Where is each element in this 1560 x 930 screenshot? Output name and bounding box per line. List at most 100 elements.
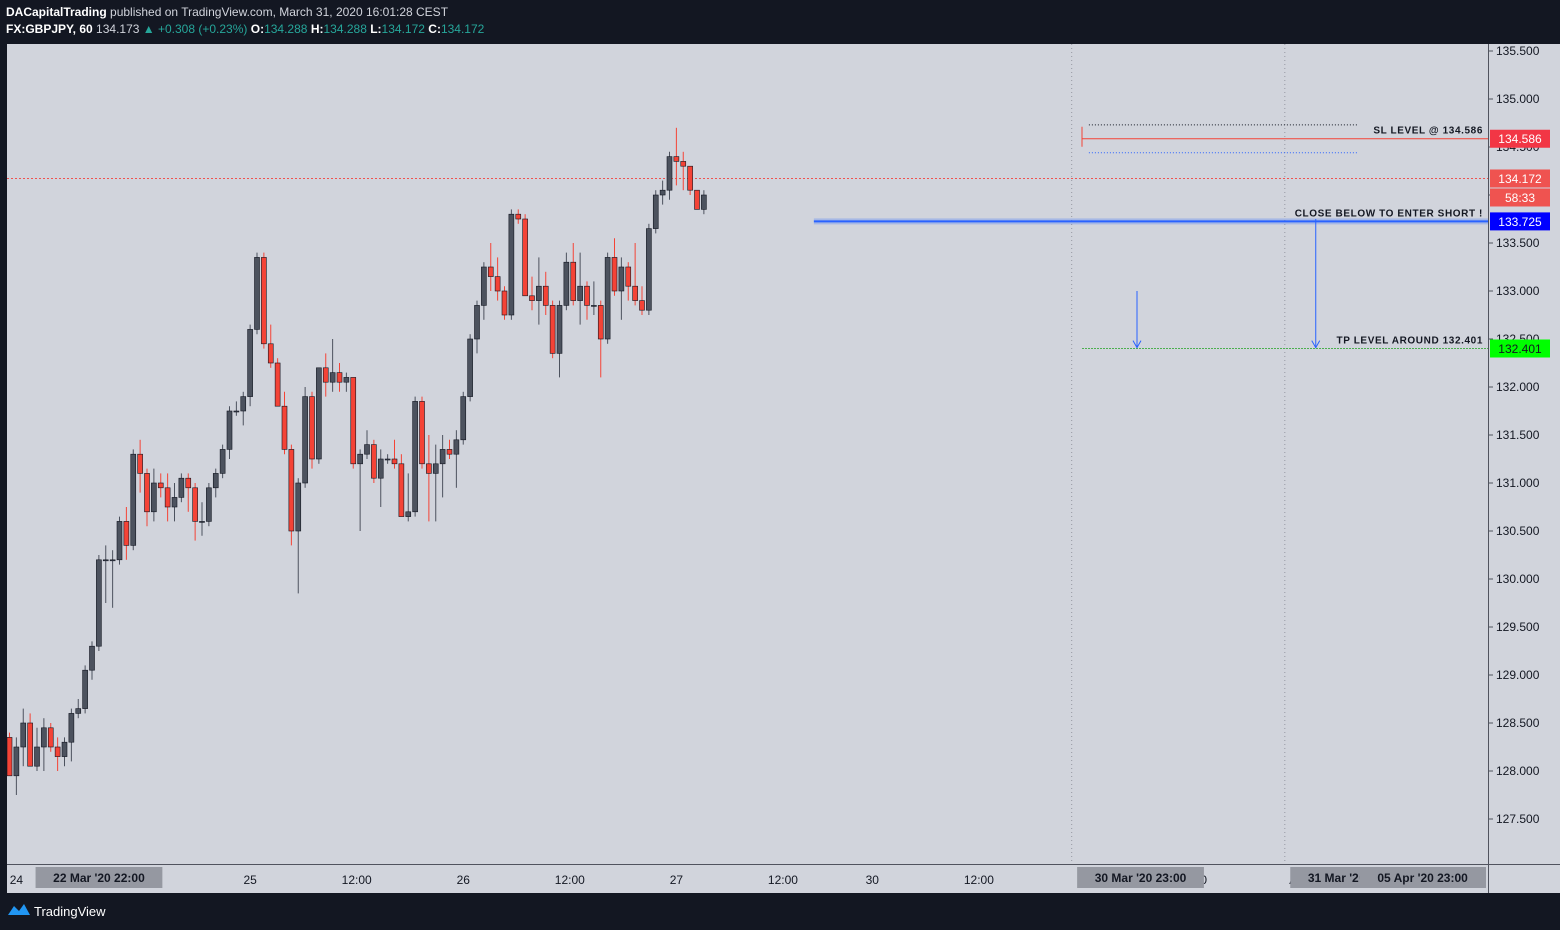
candle-body[interactable] — [302, 396, 308, 484]
candle-body[interactable] — [54, 746, 61, 757]
candle-body[interactable] — [611, 257, 618, 292]
candle-body[interactable] — [639, 300, 645, 311]
candle-body[interactable] — [536, 285, 542, 301]
candle-body[interactable] — [501, 290, 508, 316]
candle-body[interactable] — [549, 305, 556, 354]
candle-body[interactable] — [267, 343, 274, 364]
candle-body[interactable] — [625, 266, 632, 287]
candle-body[interactable] — [316, 367, 322, 460]
candle-body[interactable] — [288, 449, 295, 532]
candle-body[interactable] — [432, 463, 439, 474]
tradingview-brand[interactable]: TradingView — [34, 904, 106, 919]
candle-body[interactable] — [453, 439, 460, 455]
candle-body[interactable] — [666, 156, 673, 191]
candle-body[interactable] — [322, 367, 329, 383]
candle-body[interactable] — [556, 305, 563, 354]
candle-body[interactable] — [116, 521, 123, 561]
candle-body[interactable] — [673, 156, 680, 162]
candle-body[interactable] — [577, 285, 583, 301]
candle-body[interactable] — [212, 473, 219, 489]
candle-body[interactable] — [570, 261, 577, 301]
time-axis[interactable] — [7, 865, 1488, 893]
candle-body[interactable] — [144, 473, 150, 513]
candle-body[interactable] — [68, 713, 75, 743]
candle-body[interactable] — [494, 276, 501, 292]
symbol-label[interactable]: FX:GBPJPY, 60 — [6, 22, 93, 36]
candle-body[interactable] — [20, 722, 27, 748]
candle-body[interactable] — [377, 458, 384, 479]
candle-body[interactable] — [481, 266, 487, 306]
candle-body[interactable] — [123, 521, 130, 546]
tradingview-logo-icon[interactable] — [8, 903, 30, 917]
candle-body[interactable] — [474, 305, 480, 340]
candle-body[interactable] — [467, 338, 473, 397]
candle-body[interactable] — [254, 257, 260, 330]
candle-body[interactable] — [219, 449, 226, 474]
candle-body[interactable] — [199, 521, 205, 523]
candle-body[interactable] — [102, 559, 109, 562]
candle-body[interactable] — [171, 497, 178, 508]
candle-body[interactable] — [391, 458, 398, 465]
candle-body[interactable] — [6, 737, 13, 777]
candle-body[interactable] — [694, 189, 700, 210]
candle-body[interactable] — [13, 746, 20, 777]
candle-body[interactable] — [529, 295, 535, 301]
candle-body[interactable] — [687, 165, 693, 191]
candle-body[interactable] — [701, 194, 707, 210]
candle-body[interactable] — [192, 487, 198, 522]
candle-body[interactable] — [109, 559, 116, 562]
candle-body[interactable] — [261, 257, 267, 345]
candle-body[interactable] — [185, 477, 192, 489]
candle-body[interactable] — [336, 372, 343, 383]
candle-body[interactable] — [515, 213, 522, 220]
candle-body[interactable] — [584, 285, 590, 306]
candle-body[interactable] — [61, 741, 68, 757]
candle-body[interactable] — [618, 266, 625, 292]
candle-body[interactable] — [233, 410, 240, 413]
plot-area[interactable] — [7, 44, 1488, 864]
candle-body[interactable] — [343, 377, 350, 383]
candle-body[interactable] — [405, 511, 412, 517]
candle-body[interactable] — [96, 559, 102, 647]
candle-body[interactable] — [659, 189, 666, 196]
candle-body[interactable] — [82, 669, 88, 709]
candle-body[interactable] — [309, 396, 315, 460]
candle-body[interactable] — [426, 463, 432, 474]
candle-body[interactable] — [89, 645, 95, 671]
candle-body[interactable] — [247, 329, 253, 397]
candle-body[interactable] — [27, 722, 33, 767]
candle-body[interactable] — [350, 377, 357, 465]
candle-body[interactable] — [522, 218, 528, 297]
author-name[interactable]: DACapitalTrading — [6, 5, 107, 19]
candle-body[interactable] — [591, 305, 597, 307]
candle-body[interactable] — [563, 261, 570, 306]
candle-body[interactable] — [384, 458, 391, 461]
candle-body[interactable] — [357, 453, 363, 465]
candle-body[interactable] — [646, 228, 652, 311]
candle-body[interactable] — [632, 285, 638, 301]
candle-body[interactable] — [281, 405, 288, 450]
candle-body[interactable] — [487, 266, 494, 277]
candle-body[interactable] — [137, 453, 143, 474]
candle-body[interactable] — [178, 477, 185, 498]
candle-body[interactable] — [240, 396, 247, 412]
candle-body[interactable] — [371, 444, 377, 479]
candle-body[interactable] — [419, 401, 425, 465]
candle-body[interactable] — [446, 449, 453, 455]
candle-body[interactable] — [652, 194, 659, 229]
candle-body[interactable] — [226, 410, 233, 450]
candle-body[interactable] — [597, 305, 604, 340]
candle-body[interactable] — [75, 708, 82, 714]
candle-body[interactable] — [41, 727, 47, 748]
candle-body[interactable] — [47, 727, 54, 748]
candle-body[interactable] — [34, 746, 40, 767]
candle-body[interactable] — [439, 449, 446, 465]
candle-body[interactable] — [680, 161, 687, 167]
candle-body[interactable] — [274, 362, 281, 407]
candle-body[interactable] — [364, 444, 370, 455]
candle-body[interactable] — [508, 213, 515, 316]
candle-body[interactable] — [398, 463, 405, 517]
candle-body[interactable] — [295, 482, 302, 532]
candle-body[interactable] — [157, 482, 164, 489]
